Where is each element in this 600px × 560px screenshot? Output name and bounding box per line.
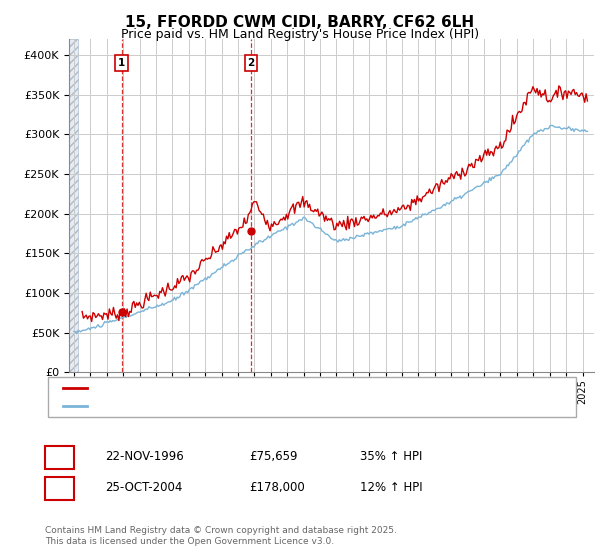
Text: 15, FFORDD CWM CIDI, BARRY, CF62 6LH: 15, FFORDD CWM CIDI, BARRY, CF62 6LH [125, 15, 475, 30]
Text: 22-NOV-1996: 22-NOV-1996 [105, 450, 184, 463]
Text: 15, FFORDD CWM CIDI, BARRY, CF62 6LH (semi-detached house): 15, FFORDD CWM CIDI, BARRY, CF62 6LH (se… [91, 383, 430, 393]
Text: HPI: Average price, semi-detached house, Vale of Glamorgan: HPI: Average price, semi-detached house,… [91, 401, 409, 411]
Text: £75,659: £75,659 [249, 450, 298, 463]
Bar [69, 39, 78, 372]
Text: 25-OCT-2004: 25-OCT-2004 [105, 480, 182, 494]
Text: 2: 2 [55, 480, 64, 494]
Text: 1: 1 [118, 58, 125, 68]
Text: 2: 2 [247, 58, 255, 68]
Text: £178,000: £178,000 [249, 480, 305, 494]
Bar [69, 39, 78, 372]
Text: 1: 1 [55, 450, 64, 463]
Text: Contains HM Land Registry data © Crown copyright and database right 2025.
This d: Contains HM Land Registry data © Crown c… [45, 526, 397, 546]
Text: Price paid vs. HM Land Registry's House Price Index (HPI): Price paid vs. HM Land Registry's House … [121, 28, 479, 41]
Text: 35% ↑ HPI: 35% ↑ HPI [360, 450, 422, 463]
Text: 12% ↑ HPI: 12% ↑ HPI [360, 480, 422, 494]
